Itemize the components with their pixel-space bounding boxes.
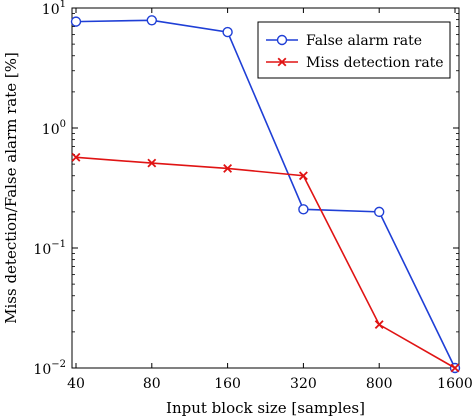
x-tick-label: 80 [143,376,161,392]
legend-box [257,21,451,79]
y-tick-label: 10−2 [33,359,66,378]
legend-marker [277,57,287,67]
data-point-miss-detection [298,171,308,181]
legend: False alarm rate Miss detection rate [257,21,451,79]
legend-entry-false-alarm: False alarm rate [266,33,422,49]
data-point-false-alarm [222,26,233,38]
x-tick-label: 160 [214,376,241,392]
y-axis-ticks: 10−2 10−1 100 101 [33,0,459,378]
x-tick-label: 40 [67,376,85,392]
y-tick-label: 10−1 [33,239,66,258]
legend-marker [276,34,288,46]
y-tick-label: 101 [42,0,66,18]
data-point-miss-detection [223,164,233,173]
series-line-miss-detection [75,156,456,369]
data-point-false-alarm [146,15,158,26]
plot-frame [71,7,460,369]
plot-border [71,7,460,369]
data-point-miss-detection [450,363,460,373]
legend-label: Miss detection rate [306,55,444,71]
y-axis-label: Miss detection/False alarm rate [%] [2,52,20,324]
legend-entry-miss-detection: Miss detection rate [266,55,444,71]
x-tick-label: 800 [366,376,393,392]
data-point-false-alarm [374,206,385,218]
series-line-false-alarm [75,19,456,369]
data-point-false-alarm [70,16,82,27]
series-layer [70,15,461,374]
legend-label: False alarm rate [306,33,422,49]
data-point-miss-detection [147,158,157,168]
y-tick-label: 100 [42,119,66,138]
data-point-false-alarm [298,204,309,215]
data-point-miss-detection [71,152,81,162]
x-axis-ticks: 40 80 160 320 800 1600 [67,8,473,392]
data-point-miss-detection [374,320,384,330]
series-miss-detection [71,152,460,373]
x-axis-label: Input block size [samples] [166,399,365,417]
x-tick-label: 1600 [437,376,473,392]
x-tick-label: 320 [290,376,317,392]
